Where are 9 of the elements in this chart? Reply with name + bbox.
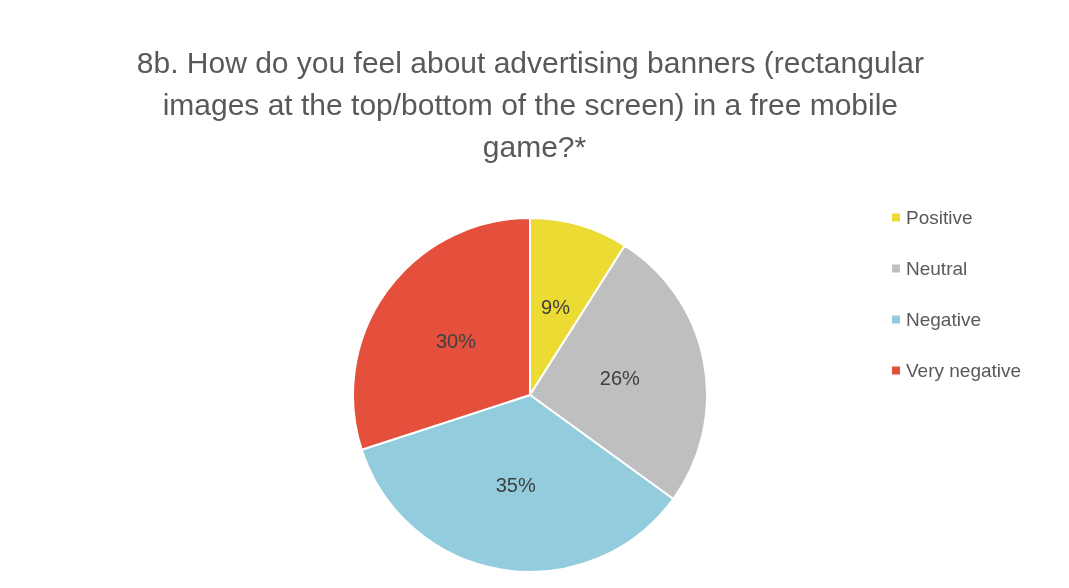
chart-title: 8b. How do you feel about advertising banners (rectangular images at the top/bottom of the screen) in a free mobile game?* (136, 45, 933, 163)
legend-label: Positive (906, 207, 973, 228)
data-label: 30% (435, 330, 477, 353)
legend-label: Very negative (906, 360, 1022, 381)
legend-label: Negative (906, 309, 981, 330)
data-label: 26% (599, 366, 641, 389)
data-label: 9% (541, 296, 571, 319)
data-label: 35% (495, 474, 536, 497)
legend-label: Neutral (906, 258, 968, 279)
